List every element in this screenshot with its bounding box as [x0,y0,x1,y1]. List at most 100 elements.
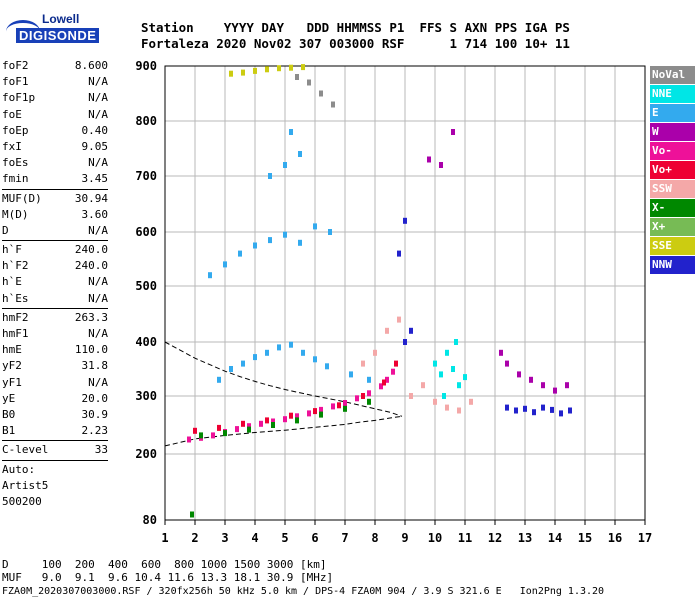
param-key: hmE [2,343,22,357]
data-point-x-echoes [295,417,299,424]
data-point-e-echoes [313,223,317,230]
data-point-w-echoes [427,156,431,163]
param-key: 500200 [2,494,42,508]
data-point-nnw-echoes [523,405,527,412]
data-point-e-echoes [268,173,272,179]
data-point-nne-echoes [433,360,437,367]
data-point-f2-o-trace-vo [343,400,347,406]
data-point-e-echoes [328,229,332,235]
data-point-w-echoes [505,360,509,367]
param-row: hmF2 263.3 [2,310,108,326]
data-point-nnw-echoes [559,410,563,417]
x-tick-label: 6 [311,531,318,545]
data-point-w-echoes [451,129,455,135]
data-point-sse-echoes [241,69,245,76]
param-value: 263.3 [74,310,108,324]
x-tick-label: 2 [191,531,198,545]
x-tick-label: 4 [251,531,258,545]
param-value: N/A [88,223,108,237]
data-point-w-echoes [439,162,443,168]
x-tick-label: 3 [221,531,228,545]
param-separator [2,240,108,242]
param-separator [2,440,108,442]
data-point-e-echoes [253,354,257,361]
param-key: foF1 [2,75,29,89]
param-row: M(D) 3.60 [2,207,108,223]
data-point-nnw-echoes [532,409,536,416]
param-key: foF2 [2,59,29,72]
param-row: foF2 8.600 [2,58,108,74]
x-tick-label: 7 [341,531,348,545]
scaled-parameters-panel: foF2 8.600 foF1 N/A foF1p N/A foE N/A foEp 0.40 fx… [2,58,108,510]
data-point-f2-o-trace-vo [193,427,197,434]
data-point-nne-echoes [463,374,467,381]
legend-item-vo: Vo- [650,142,695,160]
param-value: N/A [88,107,108,121]
header-line-1: Station YYYY DAY DDD HHMMSS P1 FFS S AXN… [141,20,570,35]
data-point-x-echoes [319,411,323,418]
data-point-x-echoes [247,426,251,433]
data-point-nnw-echoes [397,250,401,257]
data-point-w-echoes [565,382,569,389]
data-point-sse-echoes [253,67,257,74]
data-point-nnw-echoes [409,327,413,334]
data-point-e-echoes [289,129,293,135]
data-point-x-echoes [271,422,275,428]
param-row: hmF1 N/A [2,326,108,342]
legend-item-nnw: NNW [650,256,695,274]
data-point-x-echoes [199,432,203,439]
param-row: foF1p N/A [2,90,108,106]
param-row: yE 20.0 [2,391,108,407]
param-row: h`E N/A [2,274,108,290]
footer-d-row: D 100 200 400 600 800 1000 1500 3000 [km… [2,558,327,571]
param-separator [2,188,108,190]
param-key: B1 [2,424,16,438]
param-key: foE [2,107,22,121]
param-key: h`E [2,275,22,289]
legend-item-x: X+ [650,218,695,236]
data-point-f2-o-trace-vo [259,420,263,427]
y-tick-label: 200 [135,447,157,461]
param-row: 500200 [2,494,108,510]
legend-item-ssw: SSW [650,180,695,198]
data-point-e-echoes [283,162,287,168]
data-point-sse-echoes [229,70,233,77]
y-tick-label: 600 [135,225,157,239]
param-row: foE N/A [2,107,108,123]
param-row: foEp 0.40 [2,123,108,139]
y-tick-label: 800 [135,114,157,128]
y-tick-label: 500 [135,279,157,293]
data-point-nne-echoes [451,366,455,372]
param-value: 20.0 [81,391,109,405]
param-row: Artist5 [2,478,108,494]
data-point-ssw-echoes [409,393,413,399]
model-profile-lower [164,415,403,447]
logo-top-text: Lowell [42,12,80,26]
data-point-nnw-echoes [550,406,554,413]
param-key: B0 [2,407,16,421]
legend-item-vo: Vo+ [650,161,695,179]
data-point-e-echoes [208,272,212,279]
data-point-ssw-echoes [397,316,401,323]
data-point-f2-o-trace-vo [382,379,386,386]
param-value: N/A [88,375,108,389]
data-point-noval [319,90,323,97]
param-value: 240.0 [74,243,108,257]
data-point-w-echoes [517,371,521,378]
param-key: yF1 [2,375,22,389]
data-point-e-echoes [289,341,293,348]
x-tick-label: 12 [488,531,502,545]
data-point-ssw-echoes [445,404,449,411]
data-point-e-echoes [298,239,302,246]
x-tick-label: 9 [401,531,408,545]
data-point-w-echoes [529,376,533,383]
legend-item-w: W [650,123,695,141]
param-value: 3.45 [81,172,109,186]
data-point-f2-o-trace-vo [271,418,275,425]
data-point-ssw-echoes [421,382,425,389]
data-point-sse-echoes [277,65,281,72]
data-point-f2-o-trace-vo [379,383,383,390]
data-point-f2-o-trace-vo [337,402,341,409]
param-key: h`Es [2,291,29,305]
data-point-x-echoes [343,405,347,412]
